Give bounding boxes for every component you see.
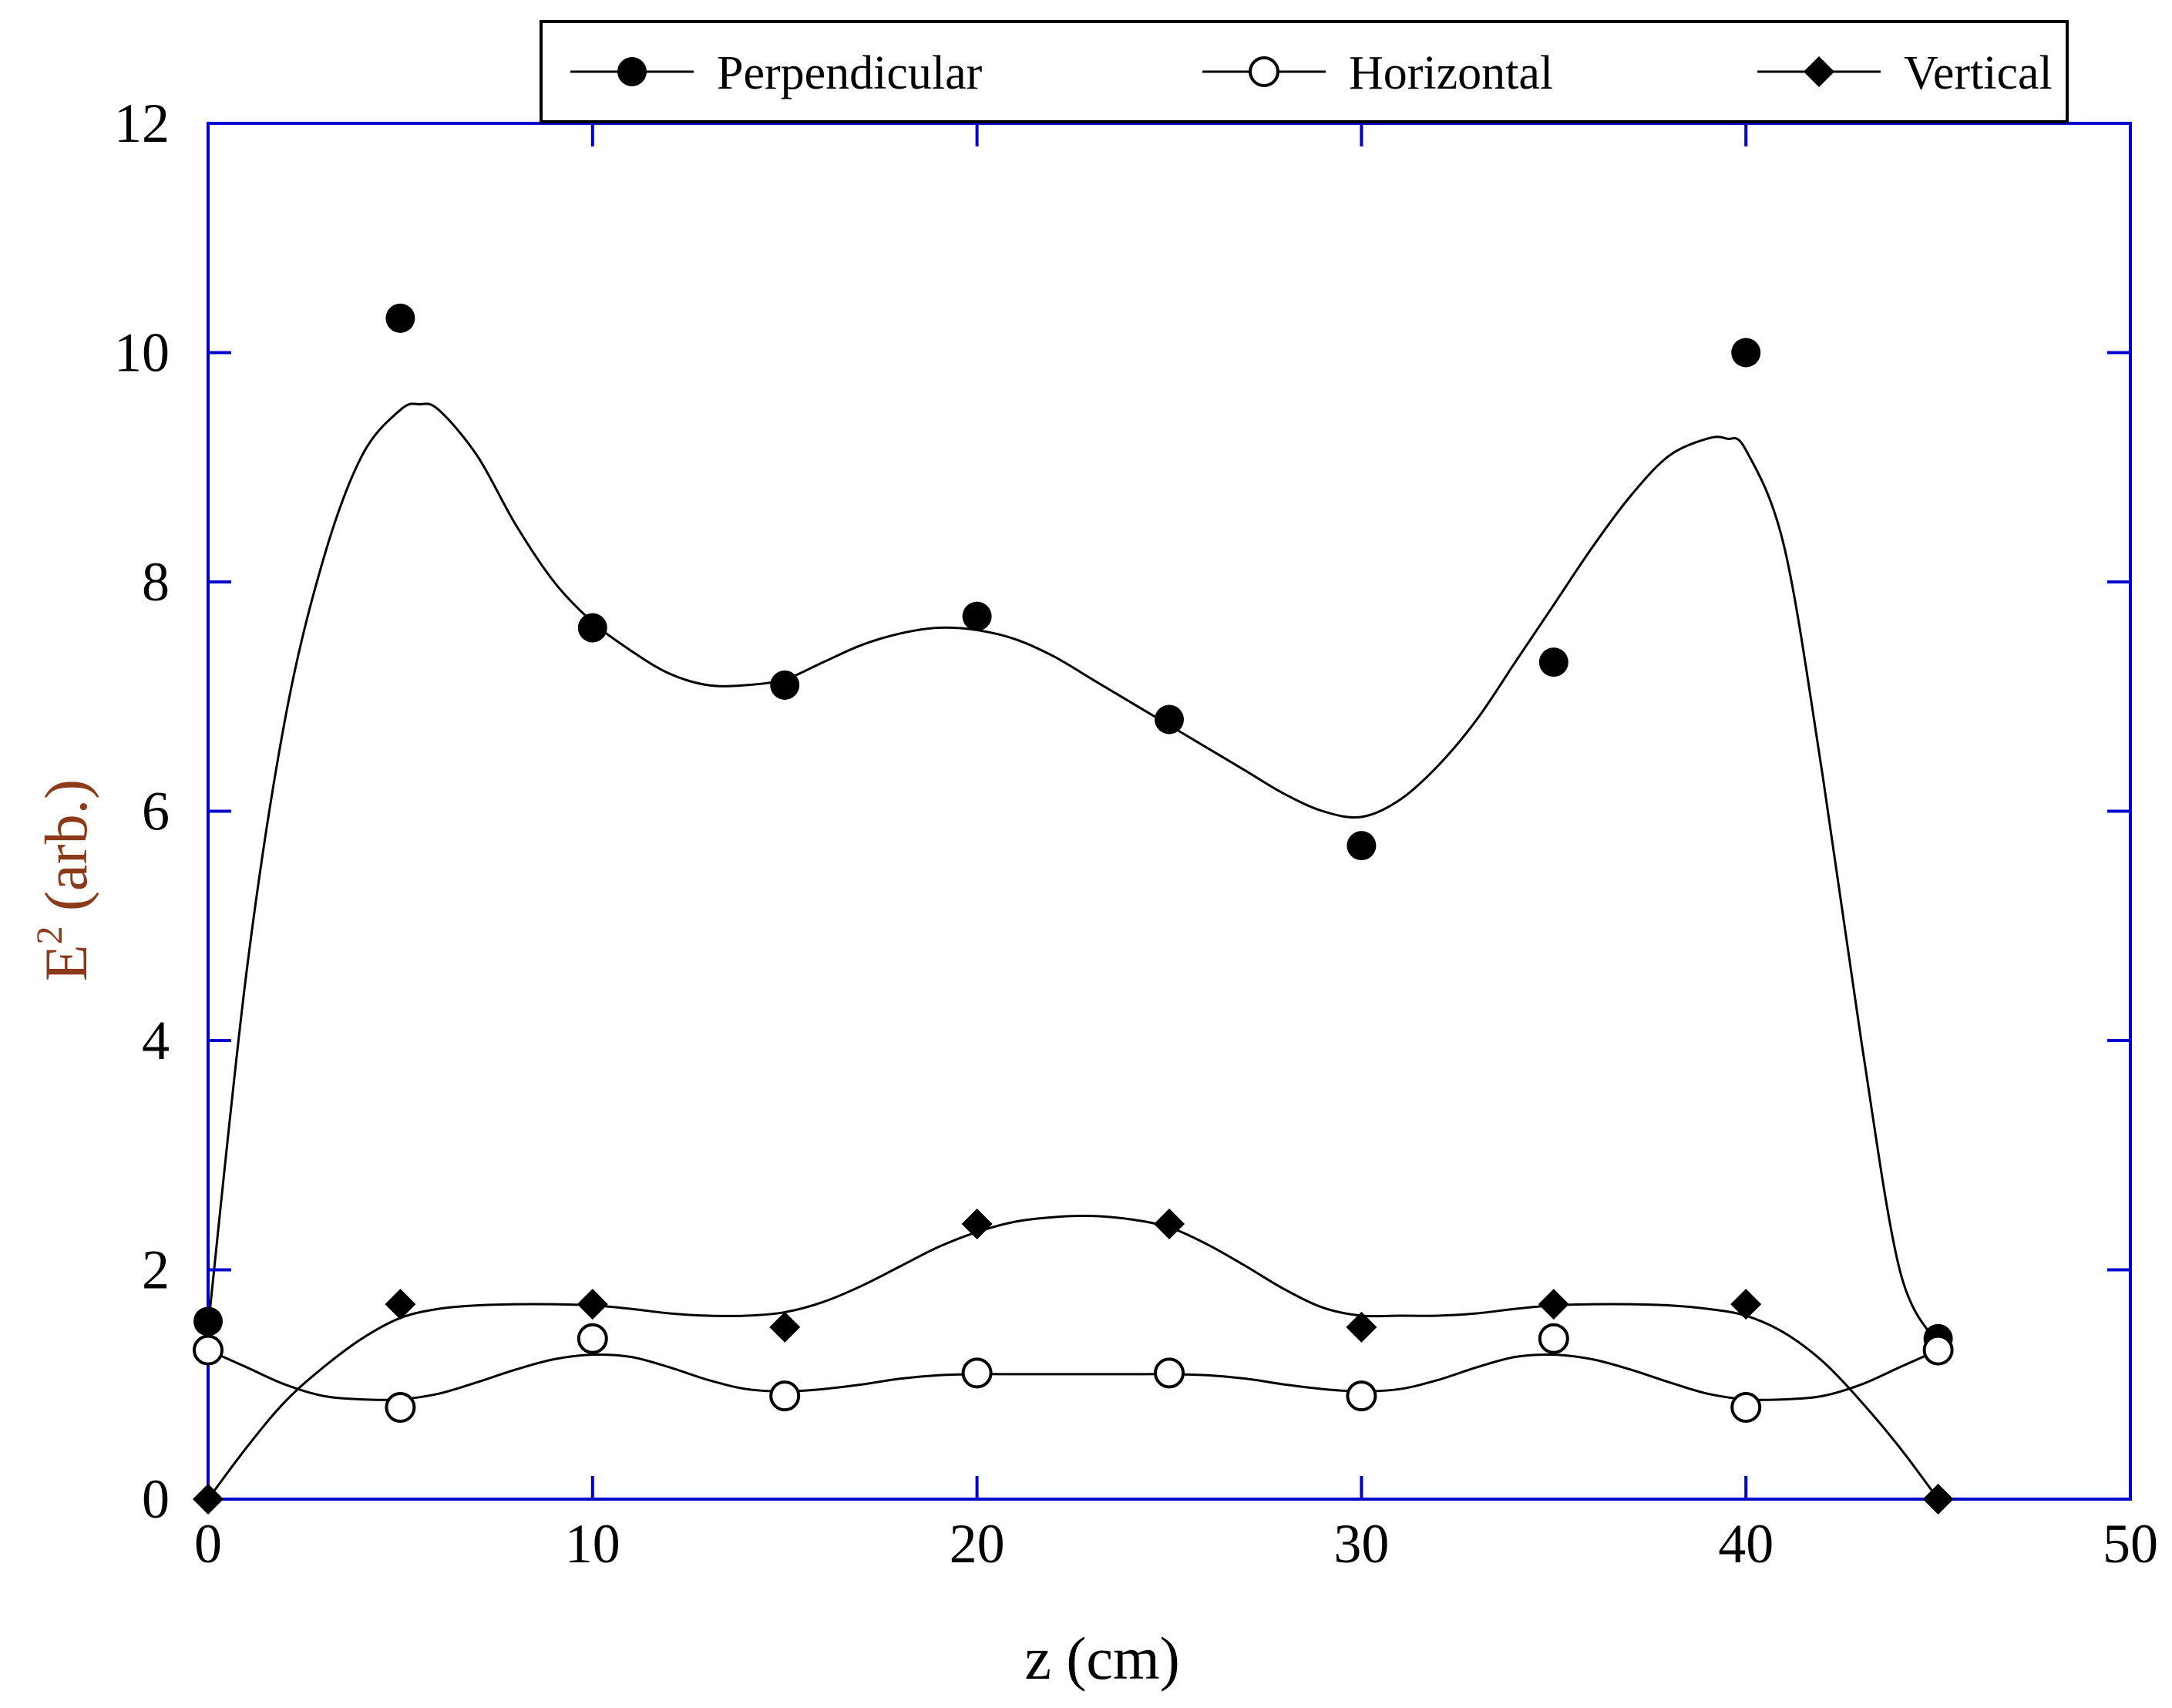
fit-curves	[207, 402, 1939, 1500]
horizontal-data-point	[769, 1380, 801, 1412]
y-axis-label-superscript: 2	[29, 926, 70, 944]
legend: Perpendicular Horizontal Vertical	[540, 20, 2069, 123]
horizontal-data-point	[1154, 1357, 1185, 1389]
x-tick-label: 50	[2103, 1513, 2158, 1575]
legend-marker-horizontal	[1249, 56, 1279, 87]
perpendicular-data-point	[193, 1306, 223, 1336]
axis-ticks: 0 10 20 30 40 50 0 2 4 6 8 10 12	[114, 92, 2158, 1575]
horizontal-data-point	[1538, 1323, 1569, 1354]
perpendicular-data-point	[385, 303, 415, 333]
perpendicular-fit-curve	[207, 402, 1939, 1345]
y-tick-label: 6	[142, 781, 170, 842]
x-tick-label: 30	[1333, 1513, 1389, 1575]
data-points	[193, 303, 1954, 1515]
horizontal-data-point	[961, 1357, 993, 1389]
perpendicular-data-point	[1347, 831, 1377, 861]
perpendicular-data-point	[1155, 704, 1184, 735]
perpendicular-data-point	[962, 601, 992, 631]
y-axis-label-main: E	[32, 944, 99, 981]
x-tick-label: 40	[1718, 1513, 1774, 1575]
horizontal-data-point	[1730, 1392, 1762, 1423]
vertical-data-point	[961, 1209, 993, 1239]
perpendicular-data-point	[1731, 338, 1761, 368]
plot-frame	[207, 122, 2132, 1501]
x-tick-label: 20	[950, 1513, 1005, 1575]
vertical-data-point	[1730, 1289, 1762, 1320]
y-tick-label: 8	[142, 551, 170, 613]
vertical-data-point	[577, 1289, 608, 1320]
horizontal-data-point	[1922, 1334, 1954, 1366]
vertical-data-point	[1346, 1311, 1377, 1343]
vertical-data-point	[193, 1484, 224, 1515]
y-tick-label: 0	[142, 1468, 170, 1530]
x-tick-label: 10	[565, 1513, 620, 1575]
y-tick-label: 2	[142, 1239, 170, 1301]
vertical-data-point	[1538, 1289, 1569, 1320]
perpendicular-data-point	[1538, 647, 1568, 677]
y-tick-label: 12	[114, 92, 170, 154]
legend-label: Horizontal	[1349, 47, 1553, 99]
y-tick-label: 10	[114, 322, 170, 384]
vertical-fit-curve	[207, 1214, 1939, 1500]
vertical-data-point	[769, 1311, 801, 1343]
horizontal-data-point	[577, 1323, 608, 1354]
x-axis-label: z (cm)	[1024, 1625, 1179, 1692]
y-tick-label: 4	[142, 1010, 170, 1071]
vertical-data-point	[1154, 1209, 1185, 1239]
perpendicular-data-point	[770, 670, 800, 700]
plot-area-border	[207, 122, 2132, 1501]
horizontal-fit-curve	[207, 1349, 1939, 1401]
y-axis-label-rest: (arb.)	[32, 779, 99, 926]
horizontal-data-point	[385, 1392, 416, 1423]
legend-marker-vertical	[1804, 56, 1834, 87]
horizontal-data-point	[1346, 1380, 1377, 1412]
vertical-data-point	[385, 1289, 416, 1320]
legend-label: Vertical	[1904, 47, 2053, 99]
legend-marker-perpendicular	[617, 57, 647, 86]
legend-label: Perpendicular	[717, 47, 983, 99]
perpendicular-data-point	[577, 613, 607, 643]
horizontal-data-point	[193, 1334, 224, 1366]
y-axis-label: E2 (arb.)	[29, 779, 99, 981]
x-tick-label: 0	[194, 1513, 222, 1575]
vertical-data-point	[1922, 1484, 1954, 1515]
